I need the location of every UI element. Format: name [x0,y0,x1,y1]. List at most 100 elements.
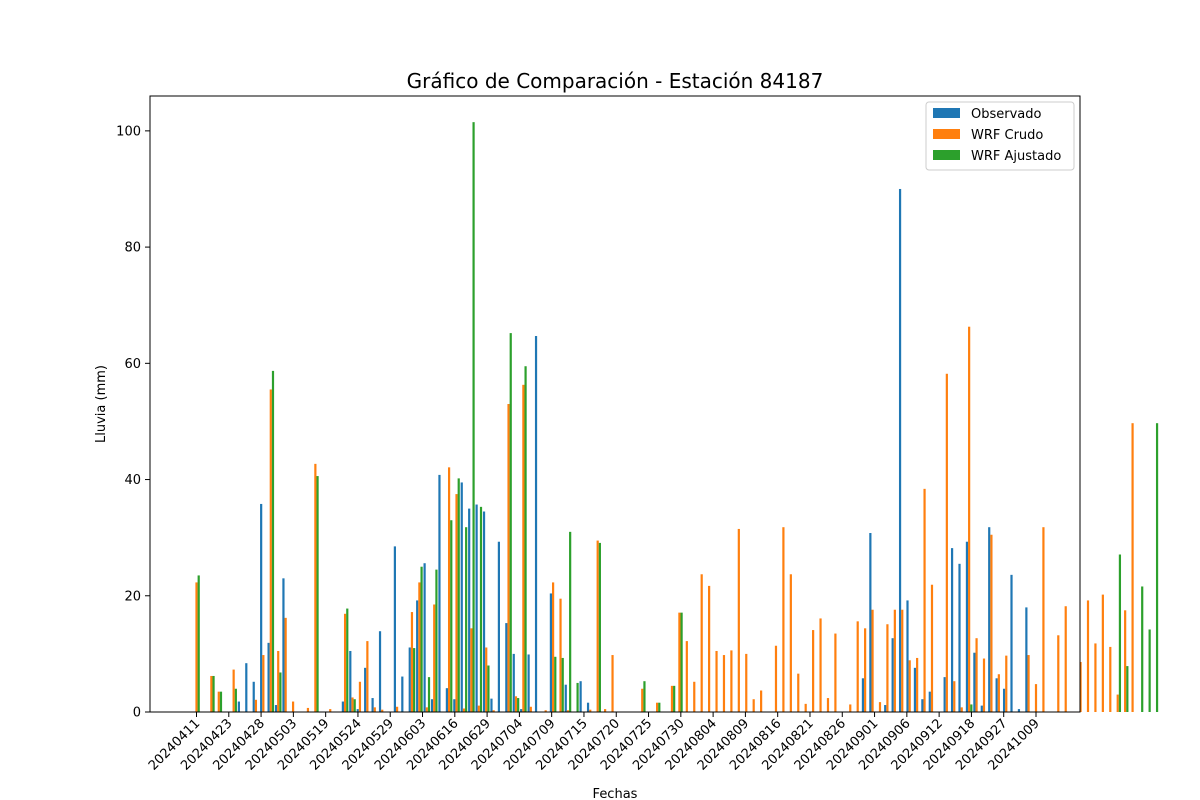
bar-wrf-crudo-27 [395,706,399,712]
bar-wrf-crudo-97 [916,657,919,712]
bar-wrf-crudo-85 [826,698,830,712]
bar-wrf-crudo-93 [886,624,889,712]
bar-wrf-crudo-112 [1027,655,1030,712]
y-axis: 0 20 40 60 80 100 [116,124,150,721]
bar-observado-44 [520,709,523,712]
legend-frame [925,101,1075,171]
bar-wrf-crudo-78 [774,645,778,712]
bar-observado-98 [921,699,924,712]
bar-wrf-crudo-42 [507,404,510,712]
bar-wrf-crudo-76 [760,690,763,712]
bar-observado-6 [237,701,240,712]
bar-wrf-ajustado-32 [435,569,438,712]
bar-observado-46 [534,336,538,712]
bar-wrf-ajustado-127 [1141,586,1144,712]
bar-wrf-crudo-22 [358,681,362,712]
bar-observado-53 [586,702,590,712]
bar-wrf-crudo-45 [529,706,532,712]
bar-wrf-crudo-106 [982,658,986,712]
bar-wrf-ajustado-38 [479,506,483,712]
bar-wrf-crudo-89 [856,621,859,712]
bar-wrf-crudo-56 [611,655,614,712]
bar-wrf-crudo-79 [782,527,785,712]
bar-observado-23 [364,667,367,712]
bar-observado-12 [282,578,285,712]
bar-wrf-crudo-39 [485,647,488,712]
bar-wrf-crudo-47 [544,710,547,712]
bar-wrf-ajustado-43 [517,698,520,712]
bar-wrf-crudo-101 [945,373,948,712]
bar-observado-104 [965,541,969,712]
bar-wrf-crudo-13 [291,701,295,712]
bar-wrf-crudo-92 [878,702,882,712]
bar-observado-29 [408,647,411,712]
bar-wrf-crudo-15 [306,707,310,712]
chart-title: Gráfico de Comparación - Estación 84187 [407,69,824,93]
bar-wrf-ajustado-124 [1118,554,1122,712]
bar-observado-94 [891,638,894,712]
bar-wrf-ajustado-104 [970,704,973,712]
bar-wrf-crudo-123 [1109,646,1112,712]
bar-wrf-ajustado-36 [465,527,468,712]
y-tick-label: 100 [116,124,141,139]
bars-group [195,122,1159,713]
bar-wrf-crudo-30 [418,582,421,712]
bar-wrf-crudo-29 [410,612,414,712]
bar-wrf-ajustado-60 [643,681,646,712]
bar-wrf-crudo-60 [641,688,644,712]
bar-observado-106 [980,705,983,712]
bar-wrf-crudo-107 [990,534,993,712]
bar-wrf-crudo-25 [381,709,384,712]
bar-wrf-crudo-70 [715,650,718,712]
bar-wrf-crudo-116 [1057,635,1060,712]
bar-observado-96 [906,600,909,712]
x-axis-label: Fechas [593,787,638,800]
bar-observado-95 [898,188,902,713]
bar-wrf-ajustado-30 [420,566,423,712]
legend-label: Observado [971,107,1042,122]
bar-wrf-crudo-95 [901,609,904,712]
bar-wrf-crudo-94 [893,609,896,712]
bar-wrf-crudo-73 [737,528,740,712]
bar-wrf-crudo-53 [589,709,592,712]
bar-wrf-crudo-18 [329,709,332,712]
y-tick-label: 0 [133,706,141,721]
bar-observado-24 [371,698,374,712]
bar-wrf-crudo-121 [1094,643,1097,712]
bar-wrf-crudo-96 [908,660,911,712]
bar-observado-27 [393,546,396,712]
bar-wrf-crudo-35 [455,494,458,712]
bar-observado-20 [341,701,344,712]
bar-observado-50 [564,684,567,712]
bar-wrf-crudo-120 [1086,600,1090,712]
bar-wrf-crudo-71 [722,655,726,712]
bar-wrf-crudo-43 [514,696,518,712]
bar-observado-30 [416,600,419,712]
bar-wrf-ajustado-31 [427,677,431,712]
bar-wrf-ajustado-2 [212,675,215,712]
bar-wrf-crudo-64 [670,685,674,712]
bar-wrf-crudo-62 [656,702,659,712]
bar-observado-107 [988,527,991,712]
bar-wrf-ajustado-3 [219,691,223,712]
bar-observado-45 [527,654,530,712]
bar-wrf-crudo-122 [1101,594,1104,712]
bar-wrf-crudo-98 [923,488,926,712]
bar-observado-90 [861,678,865,712]
bar-observado-31 [423,563,426,712]
bar-wrf-ajustado-37 [472,122,475,712]
bar-wrf-ajustado-129 [1155,423,1159,712]
bar-wrf-crudo-114 [1042,527,1045,712]
bar-observado-32 [430,699,434,712]
bar-observado-91 [869,533,872,712]
bar-wrf-crudo-5 [232,669,235,712]
y-tick-label: 80 [124,241,141,256]
bar-wrf-crudo-74 [745,653,748,712]
bar-wrf-crudo-66 [685,641,688,712]
bar-wrf-crudo-124 [1116,694,1119,712]
bar-wrf-crudo-21 [351,697,354,712]
bar-observado-8 [252,681,255,712]
y-tick-label: 40 [124,473,141,488]
y-tick-label: 20 [124,589,141,604]
bar-observado-9 [260,503,263,712]
